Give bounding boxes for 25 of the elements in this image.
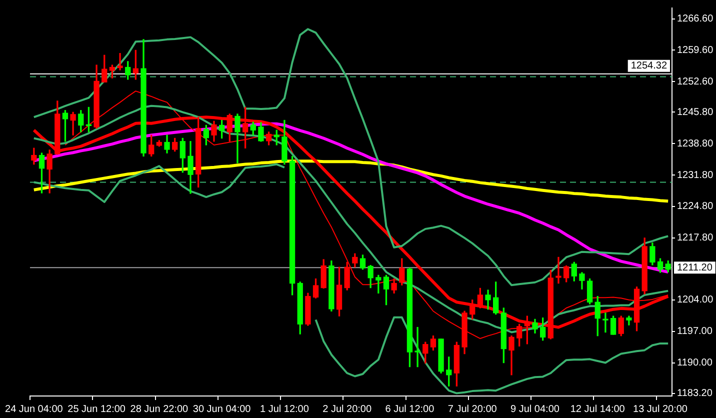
x-tick-label: 1 Jul 12:00 xyxy=(260,404,310,415)
y-tick-label: 1238.80 xyxy=(677,138,714,150)
y-tick-label: 1204.00 xyxy=(677,294,714,306)
x-tick-label: 12 Jul 14:00 xyxy=(570,404,626,415)
y-tick-label: 1231.80 xyxy=(677,170,714,181)
x-tick-label: 13 Jul 20:00 xyxy=(633,404,688,415)
x-tick-label: 30 Jun 04:00 xyxy=(192,404,252,415)
ref-line-label: 1254.32 xyxy=(630,60,668,72)
y-tick-label: 1245.80 xyxy=(677,106,714,118)
x-tick-label: 25 Jun 12:00 xyxy=(68,404,126,415)
x-tick-label: 28 Jun 22:00 xyxy=(130,404,189,415)
ref-line-label: 1211.20 xyxy=(677,262,713,274)
x-tick-label: 6 Jul 12:00 xyxy=(385,404,435,415)
y-tick-label: 1224.80 xyxy=(677,201,714,212)
x-tick-label: 2 Jul 20:00 xyxy=(322,404,372,415)
x-tick-label: 24 Jun 04:00 xyxy=(5,404,64,415)
x-tick-label: 9 Jul 04:00 xyxy=(510,404,560,415)
y-tick-label: 1197.00 xyxy=(677,326,713,338)
y-tick-label: 1190.00 xyxy=(677,358,713,369)
y-tick-label: 1252.60 xyxy=(677,76,714,88)
y-tick-label: 1183.20 xyxy=(677,388,713,400)
y-tick-label: 1266.60 xyxy=(677,14,714,25)
y-tick-label: 1217.80 xyxy=(677,232,714,244)
x-tick-label: 7 Jul 20:00 xyxy=(448,404,498,415)
y-tick-label: 1259.60 xyxy=(677,44,714,56)
